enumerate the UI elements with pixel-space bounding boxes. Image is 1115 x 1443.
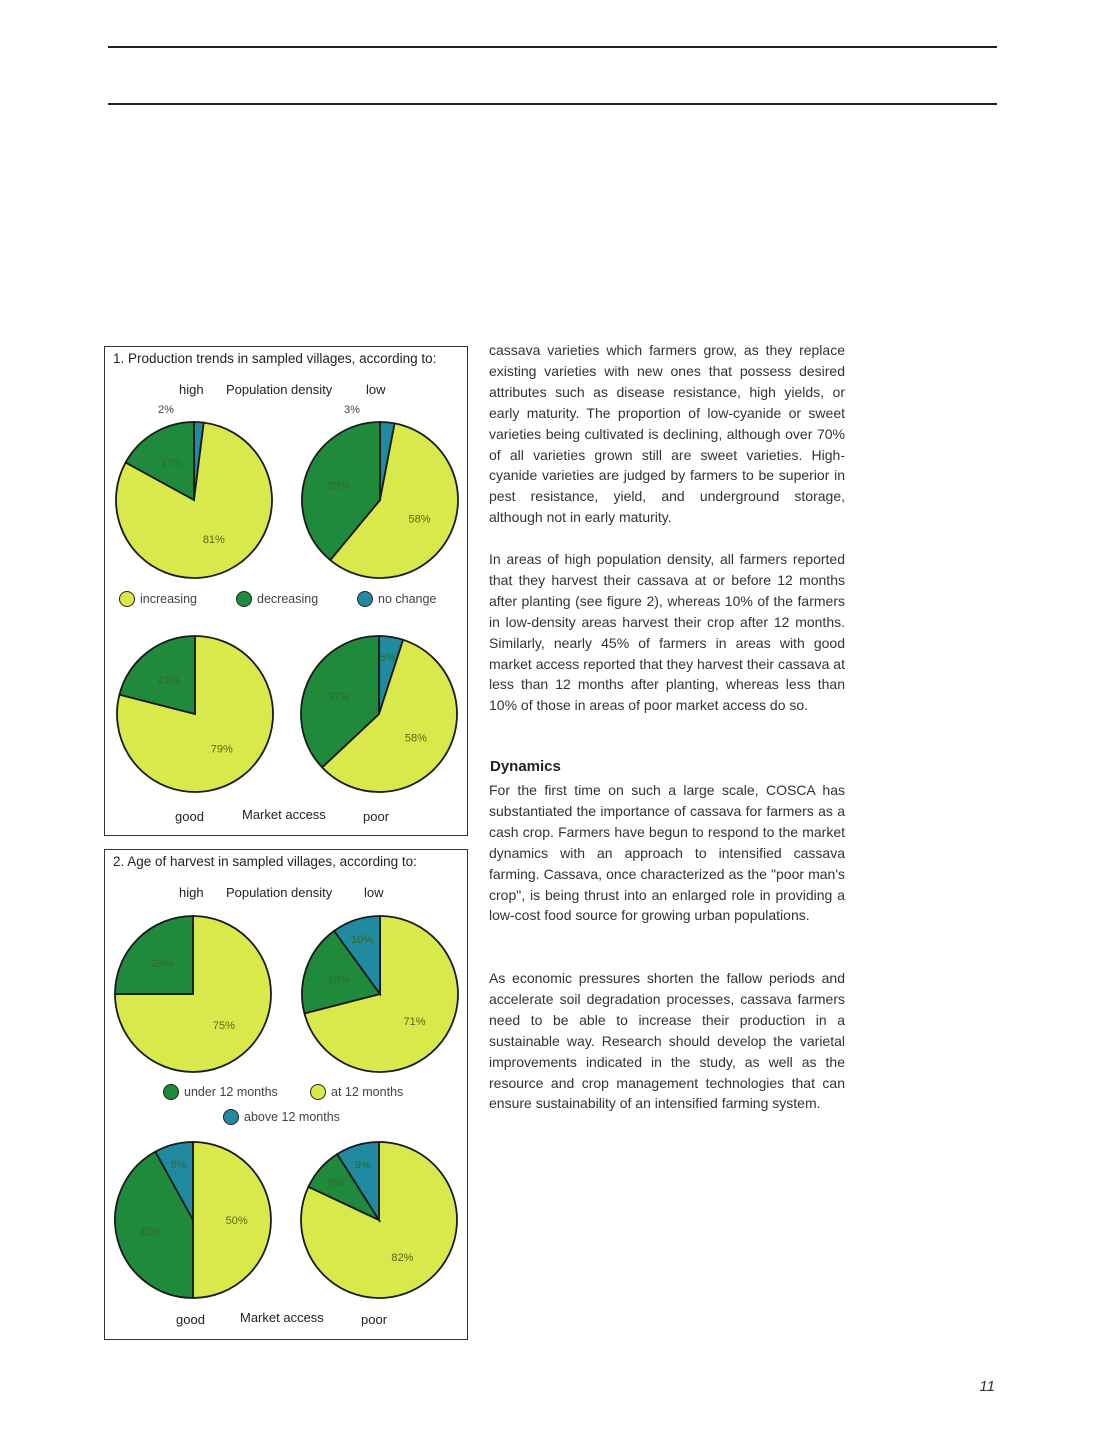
figure-1-box: 1. Production trends in sampled villages… — [104, 346, 468, 836]
pie-label-above-12-months: 9% — [355, 1160, 371, 1172]
pie-label-under-12-months: 19% — [328, 974, 350, 986]
pie-label-above-12-months: 8% — [171, 1159, 187, 1171]
body-paragraph-2: In areas of high population density, all… — [489, 549, 845, 716]
fig1-axis-top-right: low — [366, 382, 386, 397]
pie-slice-at-12-months — [303, 915, 459, 1073]
fig2-legend-under-12: under 12 months — [163, 1084, 278, 1100]
pie-slice-decreasing — [300, 635, 380, 769]
pie-slice-above-12-months — [332, 915, 381, 997]
fig1-pie-poor-access: 5% 58% 37% — [300, 635, 458, 793]
fig2-axis-bottom-right: poor — [361, 1312, 388, 1327]
pie-label-at-12-months: 50% — [226, 1215, 248, 1227]
fig2-axis-bottom-center: Market access — [240, 1310, 324, 1325]
fig1-axis-bottom-center: Market access — [242, 807, 326, 822]
legend-label: under 12 months — [184, 1085, 278, 1099]
fig2-pie-good-access: 50% 42% 8% — [114, 1141, 272, 1299]
fig1-axis-bottom-left: good — [175, 809, 204, 824]
pie-label-increasing: 58% — [409, 514, 431, 526]
page-number: 11 — [979, 1378, 995, 1395]
body-paragraph-3: For the first time on such a large scale… — [489, 780, 845, 926]
fig2-pie-low-density: 71% 19% 10% — [301, 915, 459, 1073]
fig2-pie-high-density: 75% 25% — [114, 915, 272, 1073]
legend-label: decreasing — [257, 592, 319, 606]
fig1-axis-bottom-right: poor — [363, 809, 390, 824]
pie-slice-above-12-months — [335, 1141, 380, 1224]
pie-label-no-change: 5% — [380, 652, 396, 664]
figure-2-title: 2. Age of harvest in sampled villages, a… — [113, 854, 417, 869]
legend-swatch-decreasing — [236, 591, 252, 607]
pie-label-at-12-months: 71% — [403, 1016, 425, 1028]
pie-label-under-12-months: 9% — [328, 1177, 344, 1189]
fig1-callout-b: 3% — [344, 404, 360, 416]
fig1-legend-decreasing: decreasing — [236, 591, 318, 607]
fig1-legend-no-change: no change — [357, 591, 436, 607]
fig2-axis-bottom-left: good — [176, 1312, 205, 1327]
fig2-axis-top-right: low — [364, 885, 384, 900]
section-heading-dynamics: Dynamics — [490, 758, 561, 775]
legend-swatch-increasing — [119, 591, 135, 607]
header-rule-top — [108, 46, 997, 48]
pie-slice-under-12-months — [114, 915, 194, 995]
pie-slice-under-12-months — [301, 929, 382, 1015]
pie-label-decreasing: 21% — [157, 674, 179, 686]
legend-swatch-at-12 — [310, 1084, 326, 1100]
paragraph-text: In areas of high population density, all… — [489, 551, 845, 714]
pie-slice-increasing — [320, 638, 458, 793]
pie-label-increasing: 79% — [211, 744, 233, 756]
fig1-pie-low-density: 58% 39% — [301, 421, 459, 579]
figure-1-title: 1. Production trends in sampled villages… — [113, 351, 437, 366]
pie-label-decreasing: 39% — [328, 480, 350, 492]
fig1-legend-increasing: increasing — [119, 591, 197, 607]
fig2-legend-above-12: above 12 months — [223, 1109, 340, 1125]
fig2-pie-poor-access: 82% 9% 9% — [300, 1141, 458, 1299]
figure-2-box: 2. Age of harvest in sampled villages, a… — [104, 849, 468, 1340]
pie-label-decreasing: 17% — [161, 457, 183, 469]
body-paragraph-1: cassava varieties which farmers grow, as… — [489, 340, 845, 528]
pie-label-at-12-months: 82% — [391, 1252, 413, 1264]
legend-swatch-under-12 — [163, 1084, 179, 1100]
pie-slice-at-12-months — [114, 915, 272, 1073]
fig2-axis-top-left: high — [179, 885, 204, 900]
pie-label-at-12-months: 75% — [213, 1020, 235, 1032]
pie-label-under-12-months: 42% — [140, 1226, 162, 1238]
paragraph-text: For the first time on such a large scale… — [489, 782, 845, 924]
fig1-axis-top-center: Population density — [226, 382, 333, 397]
legend-label: no change — [378, 592, 437, 606]
pie-slice-under-12-months — [114, 1150, 194, 1299]
legend-label: above 12 months — [244, 1110, 340, 1124]
pie-slice-at-12-months — [192, 1141, 272, 1299]
pie-slice-increasing — [329, 422, 459, 579]
pie-label-above-12-months: 10% — [351, 934, 373, 946]
fig1-pie-high-density: 81% 17% — [115, 421, 273, 579]
paragraph-text: As economic pressures shorten the fallow… — [489, 970, 845, 1112]
fig1-pie-good-access: 79% 21% — [116, 635, 274, 793]
pie-label-increasing: 58% — [405, 732, 427, 744]
body-paragraph-4: As economic pressures shorten the fallow… — [489, 968, 845, 1114]
fig1-axis-top-left: high — [179, 382, 204, 397]
legend-swatch-above-12 — [223, 1109, 239, 1125]
legend-swatch-no-change — [357, 591, 373, 607]
header-rule-bottom — [108, 103, 997, 105]
pie-label-under-12-months: 25% — [151, 958, 173, 970]
legend-label: increasing — [140, 592, 197, 606]
pie-label-increasing: 81% — [203, 534, 225, 546]
fig1-callout-a: 2% — [158, 404, 174, 416]
pie-slice-decreasing — [301, 421, 381, 562]
fig2-axis-top-center: Population density — [226, 885, 333, 900]
paragraph-text: cassava varieties which farmers grow, as… — [489, 342, 845, 526]
pie-slice-above-12-months — [154, 1141, 194, 1221]
fig2-legend-at-12: at 12 months — [310, 1084, 403, 1100]
pie-slice-decreasing — [124, 421, 195, 502]
legend-label: at 12 months — [331, 1085, 404, 1099]
pie-slice-decreasing — [118, 635, 196, 716]
pie-label-decreasing: 37% — [328, 692, 350, 704]
